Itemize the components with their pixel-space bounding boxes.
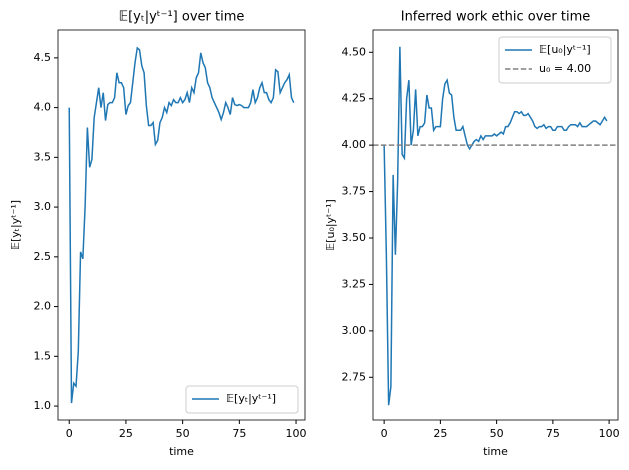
x-tick-label: 75 xyxy=(232,427,246,440)
x-tick-label: 50 xyxy=(490,427,504,440)
chart-title: Inferred work ethic over time xyxy=(401,10,591,25)
y-tick-label: 3.75 xyxy=(342,185,367,198)
x-tick-label: 75 xyxy=(546,427,560,440)
y-tick-label: 4.25 xyxy=(342,92,367,105)
y-tick-label: 3.0 xyxy=(34,200,52,213)
y-tick-label: 2.5 xyxy=(34,250,52,263)
y-axis-label: 𝔼[u₀|yᵗ⁻¹] xyxy=(324,199,337,251)
y-tick-label: 3.00 xyxy=(342,324,367,337)
legend-label: 𝔼[yₜ|yᵗ⁻¹] xyxy=(226,392,276,405)
y-tick-label: 3.5 xyxy=(34,150,52,163)
data-line xyxy=(68,46,295,404)
legend-label: u₀ = 4.00 xyxy=(539,62,591,75)
axes-frame xyxy=(372,29,619,421)
y-tick-label: 4.5 xyxy=(34,51,52,64)
x-tick-label: 25 xyxy=(433,427,447,440)
y-tick-label: 3.25 xyxy=(342,277,367,290)
x-axis-label: time xyxy=(483,445,508,458)
y-tick-label: 2.0 xyxy=(34,300,52,313)
legend: 𝔼[yₜ|yᵗ⁻¹] xyxy=(185,385,299,414)
y-tick-label: 3.50 xyxy=(342,231,367,244)
legend-box xyxy=(185,385,299,414)
y-axis-label: 𝔼[yₜ|yᵗ⁻¹] xyxy=(9,200,22,250)
x-tick-label: 0 xyxy=(66,427,73,440)
axes: Inferred work ethic over time time 𝔼[u₀|yᵗ… xyxy=(324,10,620,459)
y-tick-label: 4.50 xyxy=(342,45,367,58)
axes-frame xyxy=(57,29,306,421)
x-axis-label: time xyxy=(169,445,194,458)
x-tick-label: 100 xyxy=(599,427,620,440)
legend-label: 𝔼[u₀|yᵗ⁻¹] xyxy=(539,43,591,56)
data-line xyxy=(383,46,608,406)
legend-box xyxy=(498,36,612,84)
y-tick-label: 2.75 xyxy=(342,370,367,383)
y-tick-label: 1.0 xyxy=(34,399,52,412)
axes: 𝔼[yₜ|yᵗ⁻¹] over time time 𝔼[yₜ|yᵗ⁻¹] 0 25 50 7… xyxy=(9,10,307,459)
y-tick-label: 4.0 xyxy=(34,101,52,114)
y-tick-label: 1.5 xyxy=(34,349,52,362)
chart-title: 𝔼[yₜ|yᵗ⁻¹] over time xyxy=(119,10,245,25)
x-tick-label: 50 xyxy=(176,427,190,440)
x-tick-label: 0 xyxy=(381,427,388,440)
y-tick-label: 4.00 xyxy=(342,138,367,151)
legend: 𝔼[u₀|yᵗ⁻¹] u₀ = 4.00 xyxy=(498,36,612,84)
x-tick-label: 100 xyxy=(286,427,307,440)
x-tick-label: 25 xyxy=(119,427,133,440)
